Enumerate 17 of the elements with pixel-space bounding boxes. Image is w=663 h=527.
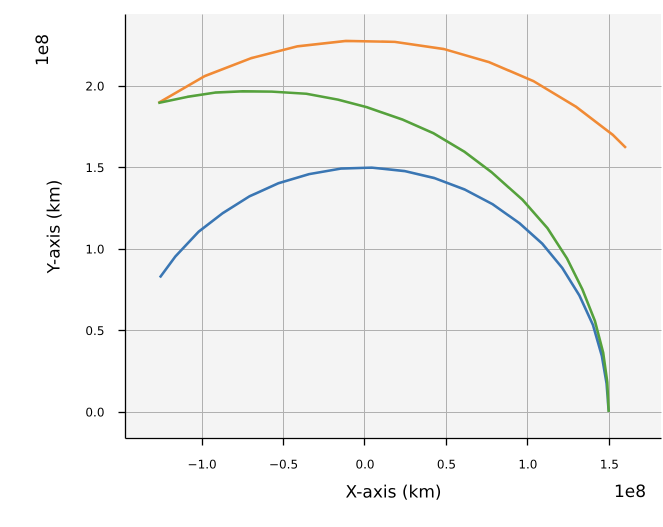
text: 1e8	[33, 34, 53, 66]
y-tick-label: 2.0	[85, 79, 104, 94]
x-tick-label: 1.0	[518, 458, 538, 472]
x-tick-label: 1.5	[600, 458, 619, 472]
y-tick-label: 0.0	[85, 405, 104, 420]
y-axis-title: Y-axis (km)	[44, 180, 64, 274]
line-series	[156, 40, 628, 150]
y-tick-label: 0.5	[85, 324, 104, 338]
x-tick-label: 0.0	[355, 458, 375, 472]
x-axis-title: X-axis (km)	[345, 482, 442, 502]
x-tick-label: 0.5	[436, 458, 456, 472]
line-series	[156, 90, 610, 414]
text: 1e8	[614, 482, 646, 502]
y-tick-label: 1.0	[85, 242, 104, 256]
x-tick-label: −1.0	[188, 458, 217, 472]
x-tick-label: −0.5	[268, 458, 298, 472]
y-tick-label: 1.5	[85, 160, 104, 175]
